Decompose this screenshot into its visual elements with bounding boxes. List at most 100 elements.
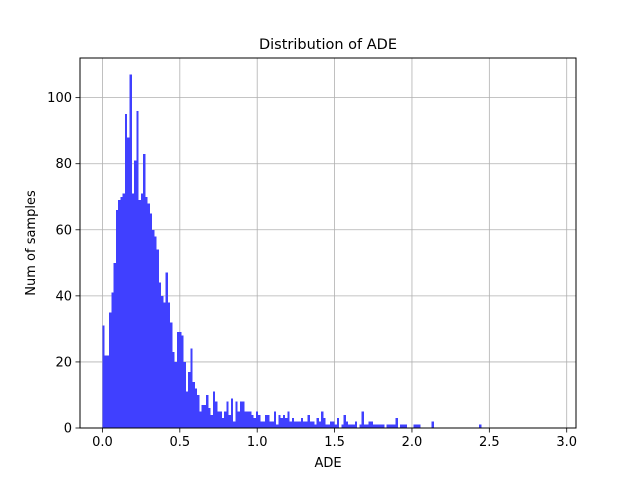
histogram-bar [305, 421, 308, 428]
histogram-bar [113, 262, 116, 428]
histogram-bar [208, 408, 211, 428]
histogram-bar [332, 421, 335, 428]
histogram-bar [415, 424, 419, 428]
histogram-bar [388, 424, 392, 428]
histogram-bar [239, 401, 243, 428]
histogram-bar [147, 203, 150, 428]
histogram-bar [199, 411, 202, 428]
histogram-bar [228, 414, 231, 428]
histogram-bar [104, 355, 107, 428]
histogram-bar [273, 411, 277, 428]
histogram-bar [352, 424, 355, 428]
histogram-bar [359, 424, 362, 428]
histogram-bar [316, 418, 319, 428]
histogram-bar [206, 394, 209, 428]
histogram-bar [291, 418, 295, 428]
histogram-bar [226, 401, 229, 428]
histogram-bar [393, 424, 396, 428]
histogram-bar [145, 196, 148, 428]
histogram-bar [170, 322, 173, 428]
x-axis-ticks: 0.0 0.5 1.0 1.5 2.0 2.5 3.0 [92, 428, 577, 450]
histogram-bar [276, 424, 279, 428]
histogram-bar [287, 411, 290, 428]
histogram-bar [391, 424, 394, 428]
histogram-bar [280, 418, 283, 428]
histogram-bar [181, 335, 184, 428]
histogram-bar [224, 411, 227, 428]
y-tick-label: 40 [55, 289, 72, 304]
chart-title: Distribution of ADE [259, 37, 397, 53]
histogram-bar [379, 424, 383, 428]
histogram-bar [219, 411, 222, 428]
histogram-bar [370, 421, 374, 428]
histogram-bar [118, 200, 121, 428]
histogram-bar [402, 424, 405, 428]
histogram-bar [395, 418, 398, 428]
x-tick-label: 1.5 [324, 435, 345, 450]
histogram-bar [237, 411, 240, 428]
histogram-bar [413, 424, 416, 428]
x-tick-label: 0.0 [92, 435, 113, 450]
histogram-bar [431, 421, 434, 428]
grid [80, 58, 576, 429]
histogram-bar [131, 193, 135, 428]
x-tick-label: 3.0 [556, 435, 577, 450]
histogram-bar [134, 160, 137, 429]
histogram-bar [188, 371, 191, 428]
histogram-bar [323, 418, 326, 428]
y-tick-label: 80 [55, 157, 72, 172]
histogram-bar [172, 352, 175, 428]
histogram-bar [271, 421, 274, 428]
x-tick-label: 2.5 [479, 435, 500, 450]
y-tick-label: 100 [47, 91, 72, 106]
histogram-bar [314, 424, 317, 428]
histogram-bar [156, 249, 159, 428]
histogram-bar [230, 398, 234, 428]
histogram-bar [194, 388, 198, 428]
histogram-bar [298, 421, 301, 428]
histogram-bar [386, 424, 389, 428]
histogram-bar [201, 404, 204, 428]
histogram-bar [106, 355, 110, 428]
histogram-bar [345, 421, 349, 428]
histogram-bar [176, 332, 180, 428]
histogram-bar [122, 193, 125, 428]
histogram-bar [375, 424, 378, 428]
histogram-bar [127, 137, 130, 429]
histogram-bar [120, 196, 123, 428]
histogram-bar [327, 424, 331, 428]
histogram-bar [221, 418, 225, 428]
histogram-bar [260, 421, 263, 428]
histogram-bar [158, 282, 162, 428]
histogram-bar [368, 421, 371, 428]
histogram-bar [242, 401, 245, 428]
histogram-bar [190, 348, 193, 428]
x-tick-label: 0.5 [169, 435, 190, 450]
histogram-bar [366, 424, 369, 428]
histogram-bar [192, 381, 195, 428]
histogram-bar [136, 110, 139, 428]
histogram-bar [167, 302, 171, 428]
histogram-bar [309, 421, 313, 428]
histogram-bar [165, 272, 168, 428]
histogram-bar [330, 421, 333, 428]
histogram-bar [303, 421, 306, 428]
histogram-bar [246, 411, 250, 428]
histogram-bar [185, 391, 189, 428]
histogram-bar [343, 414, 346, 428]
histogram-bar [124, 114, 128, 429]
x-axis-label: ADE [314, 456, 341, 471]
histogram-bar [264, 414, 268, 428]
histogram-bar [210, 414, 213, 428]
histogram-bar [294, 421, 297, 428]
histogram-bar [334, 424, 337, 428]
histogram-bar [400, 424, 403, 428]
y-axis-label: Num of samples [24, 190, 39, 296]
y-tick-label: 20 [55, 355, 72, 370]
histogram-bar [418, 424, 421, 428]
histogram-bar [152, 229, 155, 428]
plot-frame [79, 57, 577, 429]
histogram-bar [361, 411, 364, 428]
